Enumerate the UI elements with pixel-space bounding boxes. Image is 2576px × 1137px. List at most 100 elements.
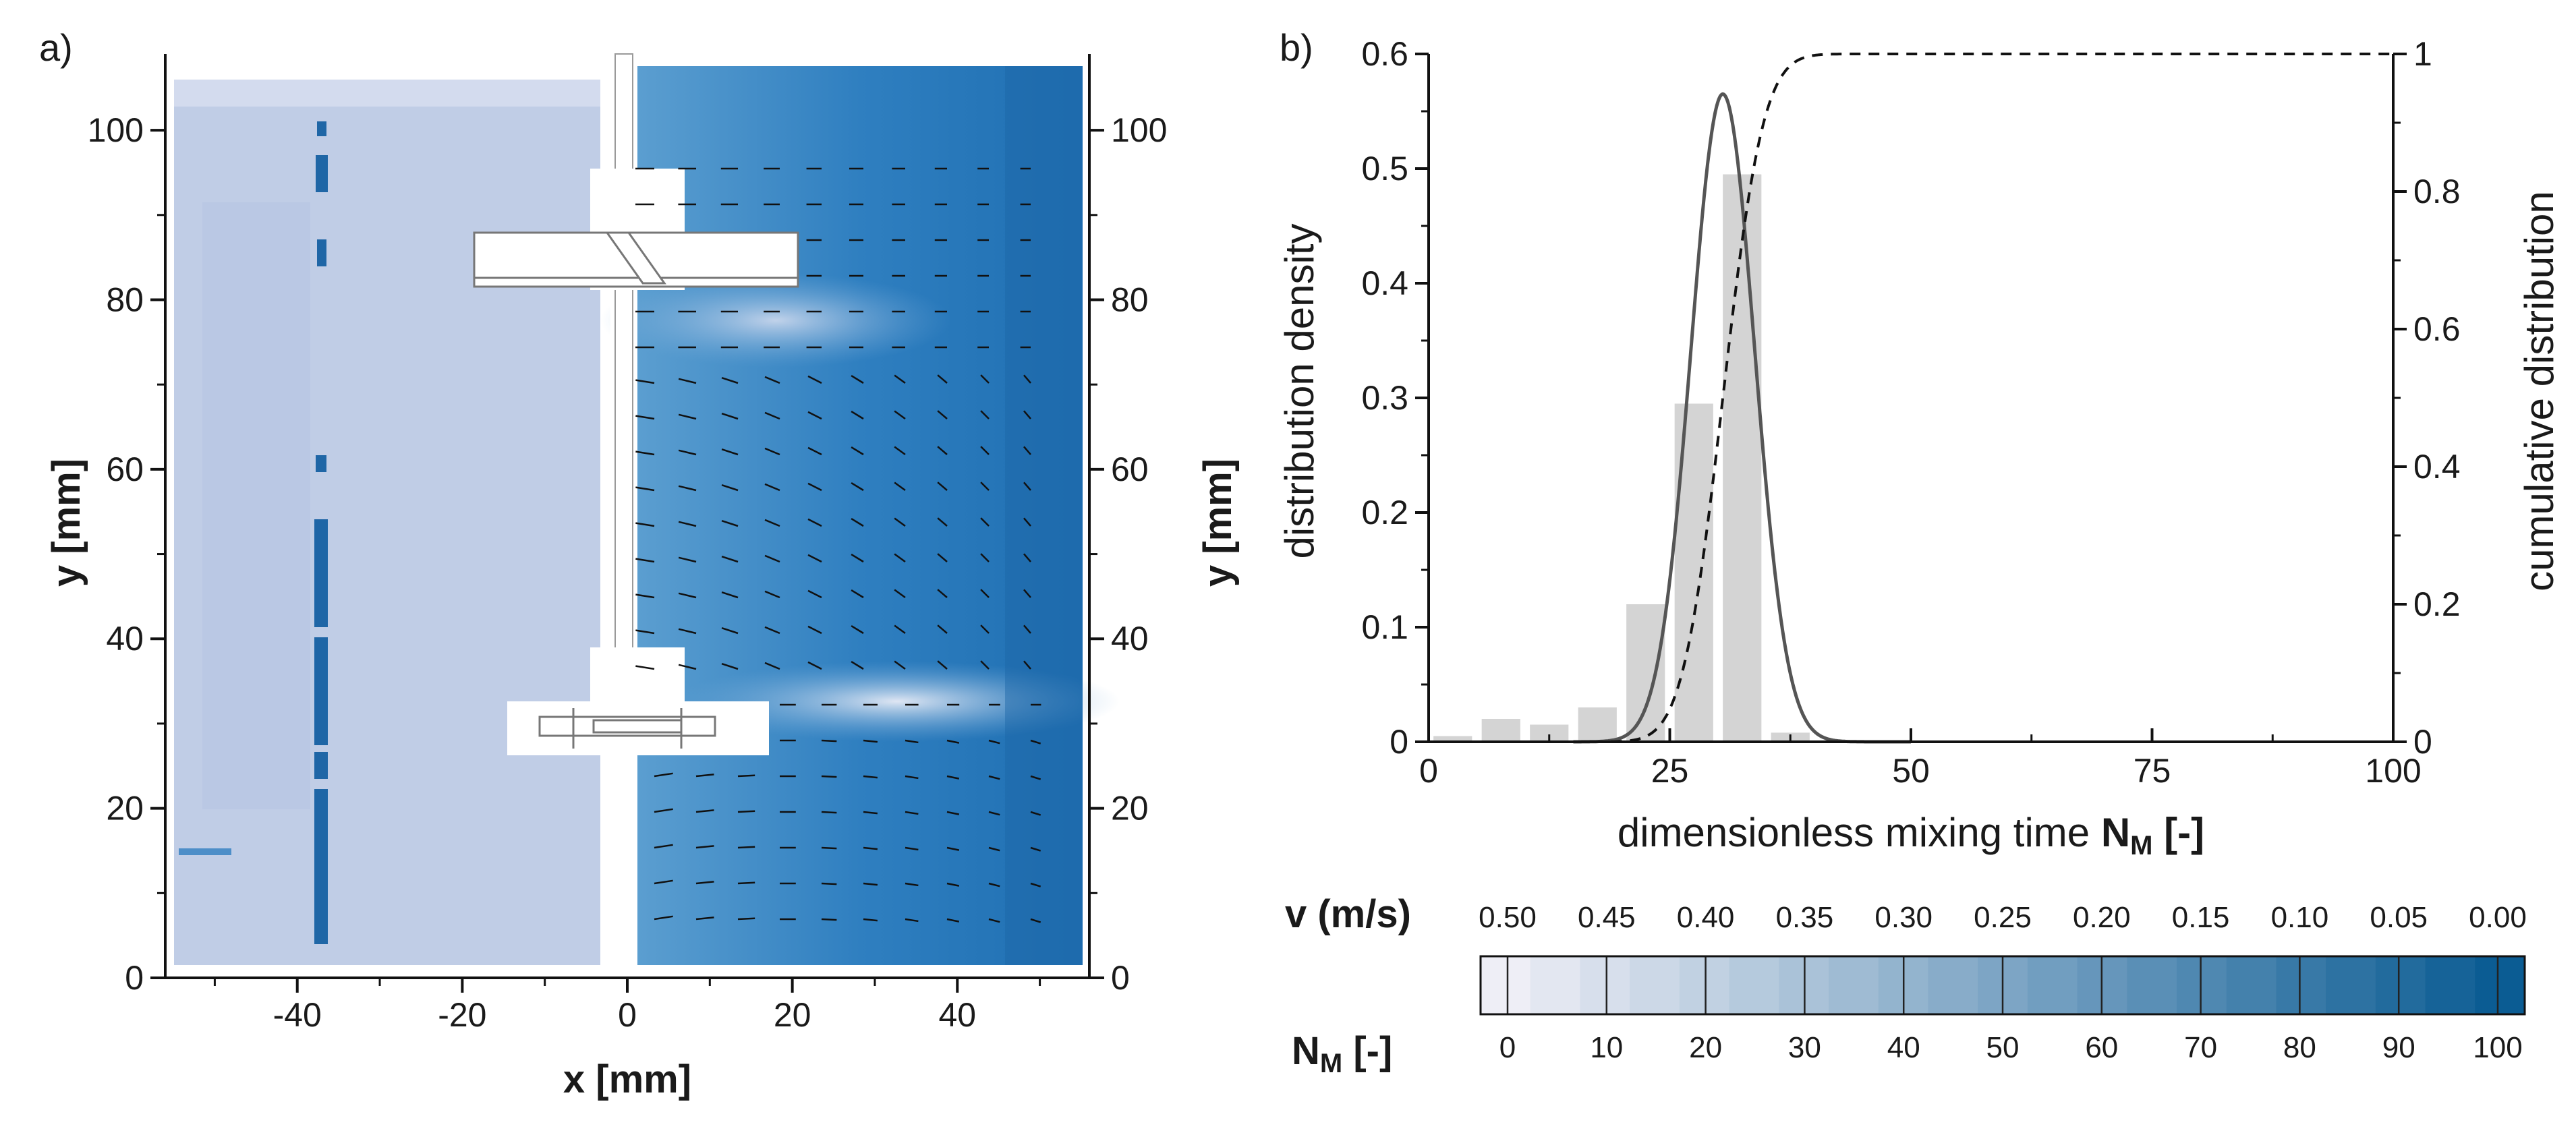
- left-field-shade: [202, 202, 310, 809]
- y2-tick-label-b: 0.8: [2413, 173, 2461, 210]
- colorbar-cell: [2177, 956, 2227, 1014]
- y-tick-label-left-a: 40: [106, 620, 144, 658]
- velocity-vector: [988, 775, 1000, 780]
- x-tick-label-a: -20: [438, 996, 486, 1034]
- y-tick-label-right-a: 20: [1111, 790, 1149, 827]
- lower-impeller-detail: [538, 708, 716, 749]
- velocity-vector: [894, 482, 906, 492]
- velocity-vector: [678, 556, 697, 563]
- velocity-vector: [937, 553, 948, 562]
- colorbar-v-tick-label: 0.35: [1776, 901, 1834, 934]
- jet-region-upper: [600, 273, 951, 368]
- velocity-vector: [721, 663, 739, 670]
- velocity-vector: [654, 844, 673, 849]
- colorbar-nm-tick-label: 80: [2283, 1031, 2316, 1064]
- velocity-vector: [1023, 660, 1031, 670]
- colorbar-nm-tick-label: 60: [2085, 1031, 2118, 1064]
- jet-region-lower: [675, 661, 1120, 742]
- velocity-vector: [721, 520, 739, 527]
- velocity-vector: [1030, 882, 1041, 887]
- y-tick-label-b: 0.5: [1361, 150, 1408, 187]
- velocity-vector: [807, 375, 822, 384]
- velocity-vector: [764, 483, 780, 492]
- colorbar-nm-tick-label: 70: [2184, 1031, 2217, 1064]
- velocity-vector: [894, 410, 906, 420]
- velocity-vector: [863, 918, 878, 922]
- y-tick-label-b: 0.1: [1361, 608, 1408, 646]
- velocity-vector: [980, 482, 990, 491]
- velocity-vector: [807, 589, 822, 599]
- velocity-vector: [635, 522, 655, 527]
- velocity-vector: [1030, 918, 1041, 923]
- left-mark: [179, 848, 231, 855]
- panel-a: a): [39, 26, 1240, 1101]
- axis-b-bottom: 0 25 50 75 100: [1419, 728, 2422, 790]
- velocity-vector: [851, 446, 864, 456]
- velocity-vector: [695, 845, 714, 849]
- velocity-vector: [937, 410, 948, 419]
- y-tick-label-left-a: 0: [125, 959, 144, 997]
- y-tick-label-right-a: 80: [1111, 281, 1149, 318]
- heatmap-field: [174, 53, 1120, 985]
- velocity-vector: [654, 915, 673, 921]
- velocity-vector: [851, 517, 864, 527]
- velocity-vector: [635, 593, 655, 599]
- velocity-vector: [937, 446, 948, 455]
- colorbar-cell: [2127, 956, 2177, 1014]
- cumulative-curve: [1573, 53, 2393, 743]
- colorbar-nm-suffix: [-]: [1342, 1029, 1392, 1073]
- velocity-vector: [721, 377, 739, 384]
- y2-tick-label-b: 0.2: [2413, 585, 2461, 623]
- colorbar-v-ticks: 0.50 0.45 0.40 0.35 0.30 0.25 0.20 0.15 0.10 0.05…: [1479, 901, 2527, 934]
- axis-a-bottom: -40 -20 0 20 40: [165, 976, 1089, 1034]
- upper-blade-pitch: [605, 231, 666, 285]
- velocity-vector: [821, 811, 837, 814]
- x-axis-label-b-sub: M: [2130, 831, 2152, 861]
- colorbar-v-tick-label: 0.50: [1479, 901, 1537, 934]
- velocity-vector: [946, 882, 960, 887]
- velocity-vector: [764, 554, 780, 563]
- velocity-vector: [863, 882, 878, 886]
- velocity-vector: [721, 484, 739, 492]
- velocity-vector: [721, 448, 739, 456]
- velocity-vector: [980, 624, 990, 634]
- y2-tick-label-b: 1: [2413, 35, 2432, 73]
- colorbar-v-tick-label: 0.20: [2073, 901, 2131, 934]
- velocity-vector: [980, 410, 990, 419]
- y-tick-label-b: 0.4: [1361, 264, 1408, 302]
- colorbar-cell: [2375, 956, 2426, 1014]
- colorbar-v-tick-label: 0.10: [2271, 901, 2329, 934]
- velocity-vector: [988, 882, 1000, 887]
- x-tick-label-b: 100: [2365, 752, 2421, 790]
- colorbar-cell: [2326, 956, 2376, 1014]
- velocity-vector: [635, 629, 655, 635]
- colorbar: v (m/s) 0.50 0.45 0.40 0.35 0.30 0.25 0.20 0.15…: [1285, 892, 2527, 1078]
- colorbar-cell: [1580, 956, 1630, 1014]
- velocity-vector: [980, 553, 990, 562]
- velocity-vector: [695, 809, 714, 813]
- colorbar-nm-tick-label: 10: [1590, 1031, 1623, 1064]
- colorbar-v-tick-label: 0.30: [1874, 901, 1933, 934]
- velocity-vector: [821, 918, 837, 921]
- velocity-vector: [905, 739, 919, 744]
- colorbar-cell: [1630, 956, 1680, 1014]
- x-tick-label-b: 0: [1419, 752, 1438, 790]
- colorbar-nm-tick-label: 40: [1887, 1031, 1920, 1064]
- velocity-vector: [851, 589, 864, 599]
- colorbar-cell: [2276, 956, 2326, 1014]
- y-tick-label-right-a: 40: [1111, 620, 1149, 658]
- x-axis-label-b-prefix: dimensionless mixing time: [1618, 810, 2101, 855]
- velocity-vector: [821, 882, 837, 885]
- y2-axis-label-b: cumulative distribution: [2517, 191, 2562, 591]
- velocity-vector: [980, 446, 990, 455]
- axis-a-left: 0 20 40 60 80 100: [88, 54, 167, 997]
- velocity-vector: [764, 411, 780, 420]
- velocity-vector: [905, 775, 919, 780]
- velocity-vector: [1023, 624, 1031, 634]
- colorbar-v-tick-label: 0.40: [1677, 901, 1735, 934]
- velocity-vector: [894, 589, 906, 599]
- velocity-vector: [988, 811, 1000, 816]
- y2-tick-label-b: 0: [2413, 723, 2432, 761]
- axis-b-right: 0 0.2 0.4 0.6 0.8 1: [2392, 35, 2461, 761]
